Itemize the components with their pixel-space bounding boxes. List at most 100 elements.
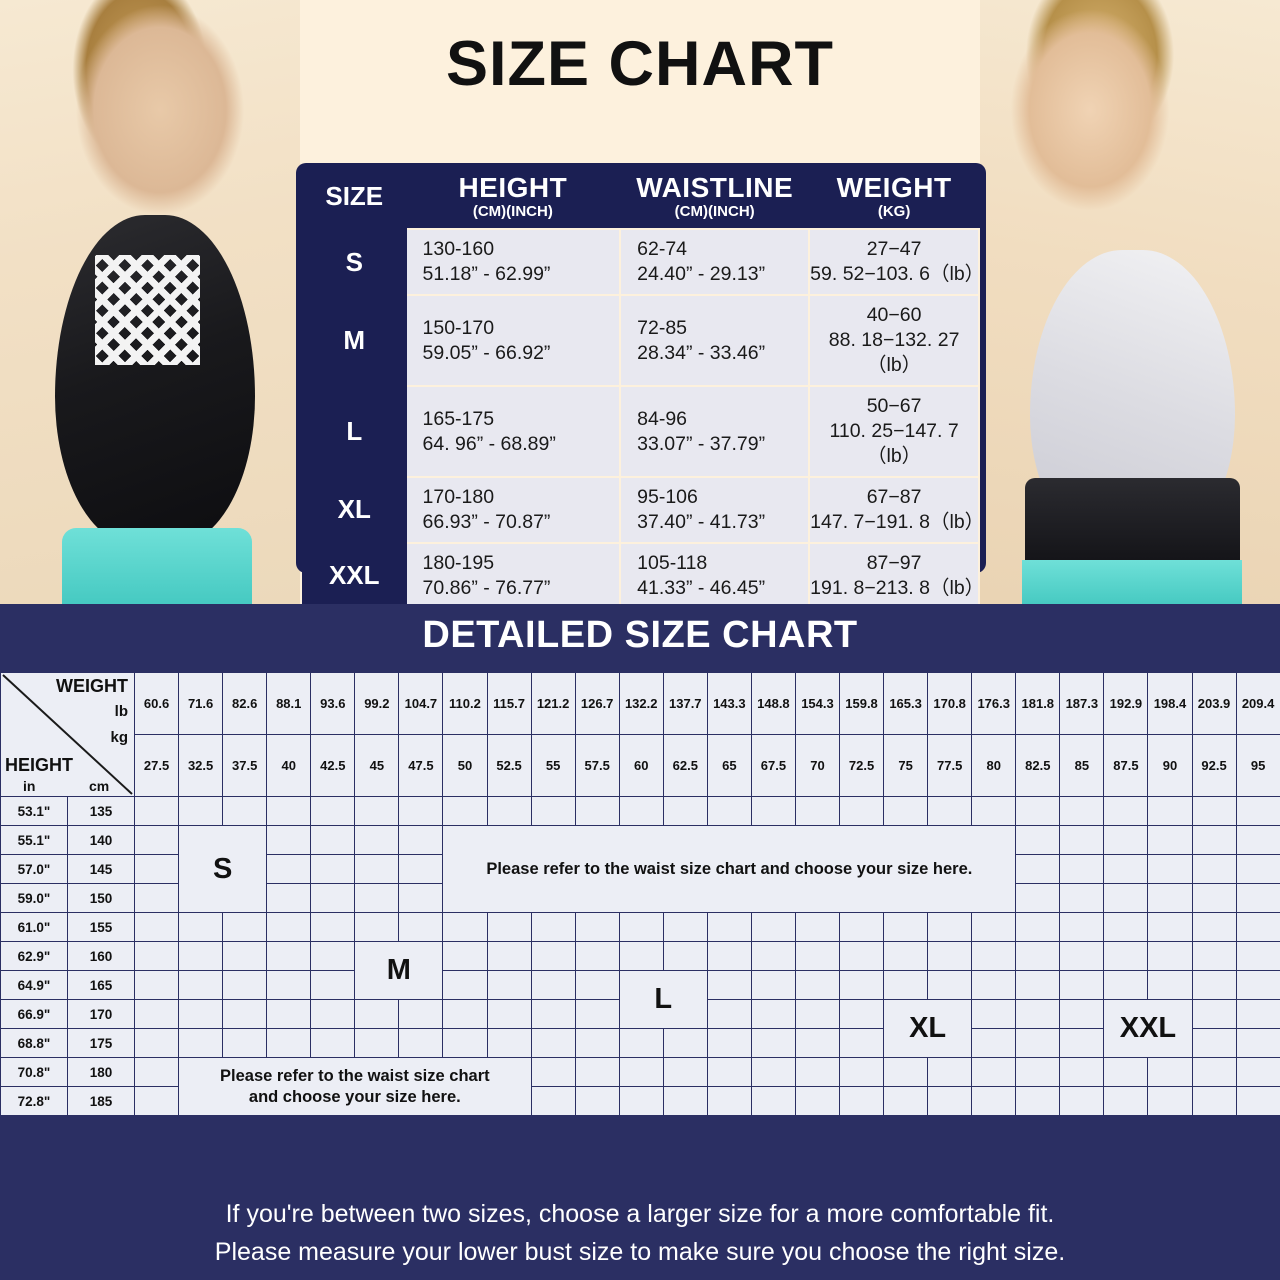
grid-cell-xxl (1235, 941, 1280, 971)
weight-kg-header: 75 (883, 734, 929, 797)
grid-cell-l (618, 1028, 664, 1058)
height-cm: 170-180 (422, 486, 495, 509)
grid-row: 55.1" 140 S Please refer to the waist size … (0, 825, 1280, 913)
grid-cell-empty (1103, 796, 1149, 826)
grid-cell-empty (1147, 883, 1193, 913)
detailed-size-grid: WEIGHT lb kg HEIGHT in cm 60.6 71.6 82.6 88.1 93.6… (0, 672, 1280, 1116)
size-table-header-row: SIZE HEIGHT (CM)(INCH) WAISTLINE (CM)(IN… (303, 169, 979, 229)
grid-cell-empty (662, 912, 708, 942)
grid-cell-xxl (1103, 1086, 1149, 1116)
grid-cell-l (530, 970, 576, 1000)
weight-lb-header: 170.8 (927, 672, 973, 735)
weight-kg-header: 70 (794, 734, 841, 797)
grid-cell-empty (1147, 854, 1193, 884)
weight-lb-header: 187.3 (1059, 672, 1105, 735)
weight-kg-header: 65 (706, 734, 752, 797)
weight-kg-header: 92.5 (1191, 734, 1237, 797)
weight-kg-header: 72.5 (838, 734, 885, 797)
grid-cell-l (574, 970, 620, 1000)
grid-cell-xl (927, 1086, 973, 1116)
grid-cell-empty (178, 970, 224, 1000)
grid-cell-xxl (1235, 1028, 1280, 1058)
col-header-size: SIZE (303, 169, 406, 229)
grid-cell-m (442, 970, 488, 1000)
grid-cell-s (266, 912, 312, 942)
grid-cell-l (706, 999, 752, 1029)
grid-cell-xxl (1191, 1086, 1237, 1116)
grid-cell-xl (971, 999, 1017, 1029)
grid-cell-m (310, 970, 356, 1000)
grid-cell-xxl (1015, 941, 1061, 971)
height-cm-header: 145 (67, 854, 135, 884)
grid-cell-empty (442, 1028, 488, 1058)
grid-cell-s (266, 825, 312, 855)
grid-cell-xxl (1235, 999, 1280, 1029)
height-cm-header: 150 (67, 883, 135, 913)
grid-cell-xxl (1015, 1028, 1061, 1058)
grid-cell-s (222, 912, 268, 942)
height-in-header: 62.9" (0, 941, 68, 971)
col-header-height: HEIGHT (CM)(INCH) (406, 169, 621, 229)
weight-lb-header: 137.7 (662, 672, 708, 735)
weight-lb-header: 126.7 (574, 672, 620, 735)
size-badge-s: S (178, 825, 268, 913)
grid-cell-empty (1059, 854, 1105, 884)
grid-cell-m (354, 999, 400, 1029)
grid-cell-xxl (1059, 1028, 1105, 1058)
grid-cell-s (133, 883, 180, 913)
height-in-header: 53.1" (0, 796, 68, 826)
grid-cell-s (178, 796, 224, 826)
grid-cell-xxl (1059, 970, 1105, 1000)
height-cm-header: 140 (67, 825, 135, 855)
strap-crisscross-detail (95, 255, 200, 365)
waist-cm: 95-106 (637, 486, 698, 509)
height-cm-header: 135 (67, 796, 135, 826)
weight-lb: 88. 18−132. 27（lb） (828, 329, 960, 377)
grid-cell-m (222, 941, 268, 971)
height-value: 130-160 51.18” - 62.99” (404, 228, 622, 297)
weight-lb-header: 110.2 (442, 672, 488, 735)
grid-cell-xl (883, 1057, 929, 1087)
grid-cell-s (310, 796, 356, 826)
grid-cell-empty (486, 796, 532, 826)
grid-cell-empty (618, 912, 664, 942)
grid-cell-l (662, 941, 708, 971)
weight-lb-header: 165.3 (883, 672, 929, 735)
weight-kg: 27−47 (866, 238, 922, 261)
grid-cell-empty (662, 1086, 708, 1116)
weight-kg-header: 82.5 (1015, 734, 1061, 797)
axis-unit-in: in (23, 778, 36, 794)
grid-row: 53.1" 135 (0, 796, 1280, 826)
detailed-chart-section: DETAILED SIZE CHART WEIGHT lb kg HEIGHT in cm… (0, 604, 1280, 1280)
grid-cell-m (398, 999, 444, 1029)
grid-cell-empty (1147, 796, 1193, 826)
grid-cell-m (310, 941, 356, 971)
note-bottom: Please refer to the waist size chart and … (178, 1057, 532, 1116)
grid-cell-xxl (1191, 999, 1237, 1029)
grid-cell-xxl (1103, 1057, 1149, 1087)
grid-cell-empty (1191, 825, 1237, 855)
waist-cm: 62-74 (637, 238, 688, 261)
size-table-row: L 165-175 64. 96” - 68.89” 84-96 33.07” - 37… (302, 385, 980, 479)
grid-cell-empty (618, 796, 664, 826)
size-table: SIZE HEIGHT (CM)(INCH) WAISTLINE (CM)(IN… (302, 169, 984, 604)
height-cm-header: 180 (67, 1057, 135, 1087)
weight-lb-header: 176.3 (971, 672, 1017, 735)
grid-cell-xl (883, 970, 929, 1000)
weight-lb-header: 82.6 (222, 672, 268, 735)
grid-cell-empty (1103, 883, 1149, 913)
grid-cell-xl (971, 1057, 1017, 1087)
weight-kg-header: 87.5 (1103, 734, 1149, 797)
grid-cell-empty (133, 1086, 180, 1116)
grid-cell-empty (398, 1028, 444, 1058)
weight-kg-header: 55 (530, 734, 576, 797)
waist-value: 62-74 24.40” - 29.13” (619, 228, 811, 297)
col-header-weight-sub: (KG) (877, 203, 911, 221)
grid-cell-empty (133, 970, 180, 1000)
weight-lb-header: 115.7 (486, 672, 532, 735)
grid-cell-l (750, 941, 796, 971)
weight-kg: 40−60 (866, 304, 922, 327)
weight-kg-header: 45 (354, 734, 400, 797)
grid-cell-empty (618, 1086, 664, 1116)
height-in: 66.93” - 70.87” (422, 510, 551, 533)
